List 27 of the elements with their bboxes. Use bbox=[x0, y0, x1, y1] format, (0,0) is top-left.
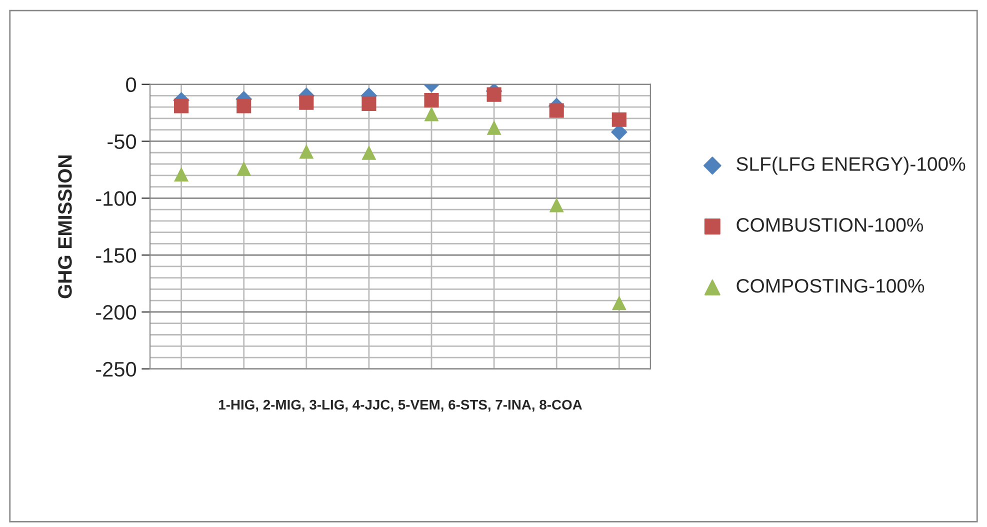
point bbox=[612, 112, 626, 127]
y-tick-label: -250 bbox=[96, 362, 136, 377]
point bbox=[612, 296, 626, 310]
y-tick-label: -150 bbox=[96, 248, 136, 263]
point bbox=[236, 161, 252, 176]
point bbox=[236, 98, 252, 114]
point bbox=[549, 198, 564, 212]
point bbox=[486, 87, 502, 102]
y-tick-label: 0 bbox=[126, 77, 136, 92]
y-axis-title: GHG EMISSION bbox=[58, 156, 72, 298]
point bbox=[424, 106, 439, 122]
legend-label: COMPOSTING-100% bbox=[736, 278, 924, 293]
legend-label: SLF(LFG ENERGY)-100% bbox=[736, 156, 966, 175]
point bbox=[362, 145, 376, 160]
point bbox=[486, 120, 502, 135]
point bbox=[299, 144, 314, 159]
point bbox=[174, 98, 189, 114]
point bbox=[362, 96, 376, 111]
x-axis-title: 1-HIG, 2-MIG, 3-LIG, 4-JJC, 5-VEM, 6-STS, 7-INA, 8-COA bbox=[218, 400, 582, 412]
y-tick-label: -200 bbox=[96, 304, 136, 320]
point bbox=[174, 166, 189, 182]
point bbox=[424, 92, 439, 108]
legend-label: COMBUSTION-100% bbox=[736, 218, 924, 232]
point bbox=[549, 103, 564, 118]
y-tick-label: -50 bbox=[108, 134, 136, 149]
y-tick-label: -100 bbox=[96, 191, 136, 206]
point bbox=[299, 95, 314, 110]
